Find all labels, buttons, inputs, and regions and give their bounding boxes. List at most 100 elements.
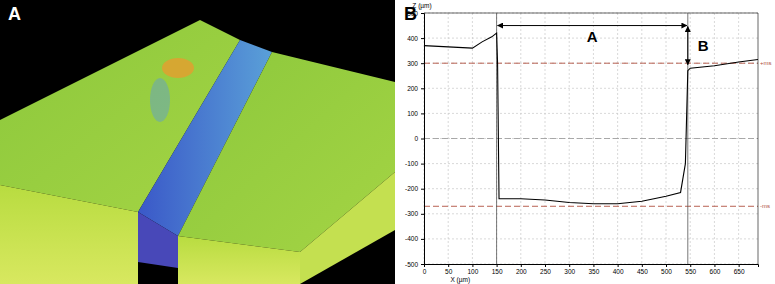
x-tick-label: 100 xyxy=(467,268,478,275)
dimension-arrow xyxy=(498,25,687,26)
grid-line xyxy=(424,113,758,114)
y-tick-mark xyxy=(421,189,424,190)
x-tick-label: 500 xyxy=(661,268,672,275)
x-tick: 650 xyxy=(734,264,745,275)
x-tick-mark xyxy=(521,264,522,267)
y-tick: 100 xyxy=(407,110,424,117)
y-tick-label: 300 xyxy=(407,60,418,67)
y-axis: -500 -400 -300 -200 -100 0 100 200 300 400 500 xyxy=(405,10,425,268)
y-tick-label: -300 xyxy=(405,210,418,217)
right-front xyxy=(178,236,300,284)
y-tick: 300 xyxy=(407,60,424,67)
y-tick: -500 xyxy=(405,261,424,268)
y-tick-mark xyxy=(421,214,424,215)
y-tick-label: 400 xyxy=(407,35,418,42)
x-tick-mark xyxy=(545,264,546,267)
grid xyxy=(424,13,758,264)
grid-line xyxy=(424,138,758,139)
x-tick-label: 50 xyxy=(445,268,453,275)
y-tick-mark xyxy=(421,113,424,114)
panel-b: +ms -ms 0 50 100 150 200 250 300 350 400 450 500 550 6… xyxy=(405,2,772,284)
frame xyxy=(424,13,758,14)
x-tick-mark xyxy=(472,264,473,267)
grid-line xyxy=(424,213,758,214)
x-tick: 100 xyxy=(467,264,478,275)
y-tick: -400 xyxy=(405,235,424,242)
grid-line xyxy=(424,13,758,14)
x-tick-mark xyxy=(497,264,498,267)
y-tick: -200 xyxy=(405,185,424,192)
reference-line xyxy=(424,63,758,64)
x-tick: 50 xyxy=(445,264,453,275)
x-tick-label: 450 xyxy=(637,268,648,275)
grid-line xyxy=(424,88,758,89)
x-tick: 200 xyxy=(516,264,527,275)
x-axis: 0 50 100 150 200 250 300 350 400 450 500 550 600 650 xyxy=(423,264,759,275)
trench-wall xyxy=(138,212,178,268)
y-tick: 400 xyxy=(407,35,424,42)
y-axis-title: Z (µm) xyxy=(412,2,431,10)
cursor-line xyxy=(687,13,688,264)
y-tick-label: 100 xyxy=(407,110,418,117)
grid-line xyxy=(424,238,758,239)
x-tick-label: 350 xyxy=(588,268,599,275)
y-tick-mark xyxy=(421,264,424,265)
reference-label: +ms xyxy=(760,60,772,66)
x-tick: 600 xyxy=(710,264,721,275)
annotation-label: B xyxy=(698,37,709,54)
x-tick-mark xyxy=(618,264,619,267)
x-tick-mark xyxy=(666,264,667,267)
y-tick-label: 0 xyxy=(414,135,418,142)
x-tick: 300 xyxy=(564,264,575,275)
x-tick-mark xyxy=(448,264,449,267)
x-tick-label: 600 xyxy=(710,268,721,275)
surface-highlight xyxy=(162,58,194,78)
y-tick: 500 xyxy=(407,10,424,17)
panel-label: A xyxy=(8,4,21,24)
left-front xyxy=(0,185,138,284)
grid-line xyxy=(738,13,739,264)
panel-a: A xyxy=(0,0,395,284)
y-tick-mark xyxy=(421,13,424,14)
y-tick-label: -200 xyxy=(405,185,418,192)
x-tick: 550 xyxy=(685,264,696,275)
x-tick-mark xyxy=(569,264,570,267)
y-tick-label: 200 xyxy=(407,85,418,92)
annotation-label: A xyxy=(587,28,598,45)
y-tick-mark xyxy=(421,63,424,64)
frame xyxy=(758,13,759,264)
x-tick-label: 150 xyxy=(492,268,503,275)
y-tick-mark xyxy=(421,139,424,140)
x-axis-line xyxy=(425,265,759,268)
x-tick: 0 xyxy=(423,264,427,275)
y-tick: -300 xyxy=(405,210,424,217)
x-tick-label: 250 xyxy=(540,268,551,275)
x-tick-mark xyxy=(739,264,740,267)
reference-line xyxy=(424,138,758,139)
x-tick-mark xyxy=(642,264,643,267)
x-tick-label: 650 xyxy=(734,268,745,275)
right-side xyxy=(300,172,395,284)
x-tick-label: 550 xyxy=(685,268,696,275)
grid-line xyxy=(424,63,758,64)
profile-line xyxy=(424,33,758,204)
x-tick: 450 xyxy=(637,264,648,275)
x-tick: 350 xyxy=(588,264,599,275)
y-tick-label: -100 xyxy=(405,160,418,167)
y-tick: 200 xyxy=(407,85,424,92)
surface-shadow xyxy=(150,78,170,122)
x-tick: 400 xyxy=(613,264,624,275)
figure: A B +ms -ms 0 50 100 150 200 250 300 350 400 450 500 55… xyxy=(0,0,775,284)
y-tick-mark xyxy=(421,88,424,89)
grid-line xyxy=(424,163,758,164)
x-tick-label: 200 xyxy=(516,268,527,275)
y-tick-mark xyxy=(421,38,424,39)
reference-line xyxy=(424,206,758,207)
x-tick: 250 xyxy=(540,264,551,275)
panel-a-background xyxy=(0,0,395,284)
y-axis-line xyxy=(421,14,425,265)
y-tick-label: 500 xyxy=(407,10,418,17)
reference-label: -ms xyxy=(760,203,770,209)
x-tick-mark xyxy=(690,264,691,267)
x-axis-title: X (µm) xyxy=(450,276,470,284)
